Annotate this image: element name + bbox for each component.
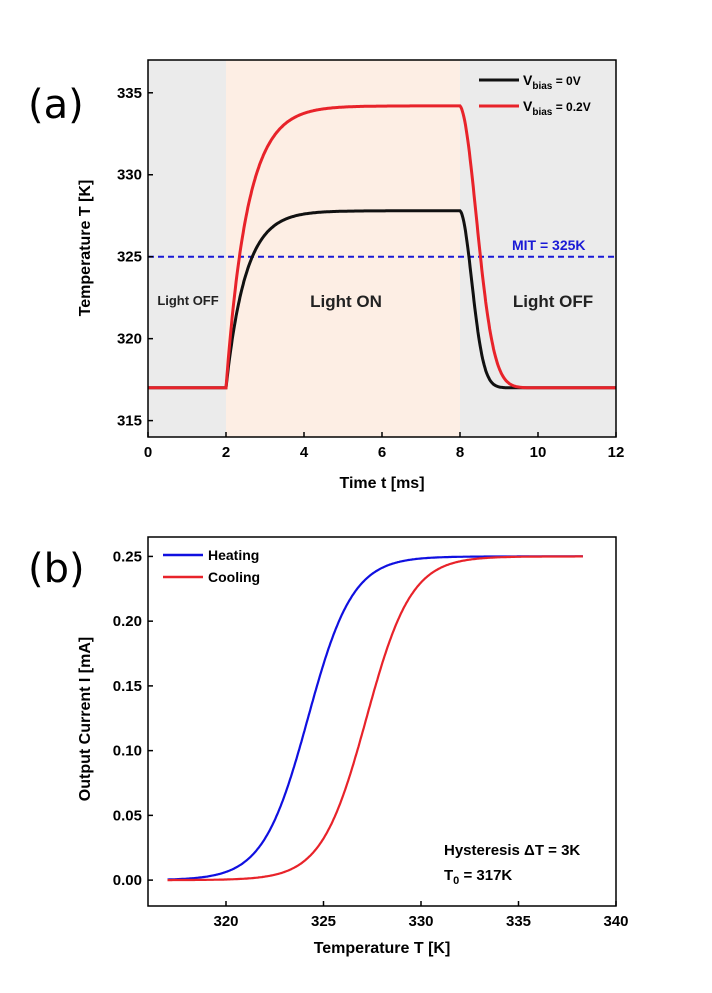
legend-label-0v: Vbias = 0V (523, 72, 581, 92)
xtick-label: 0 (144, 444, 152, 461)
panel-a-ylabel: Temperature T [K] (77, 180, 94, 317)
xtick-label: 330 (408, 913, 433, 930)
ytick-label: 335 (117, 85, 142, 102)
hysteresis-annotation: Hysteresis ΔT = 3K (444, 842, 580, 859)
xtick-label: 335 (506, 913, 531, 930)
xtick-label: 12 (608, 444, 625, 461)
panel-a-xlabel: Time t [ms] (339, 475, 424, 492)
ytick-label: 315 (117, 413, 142, 430)
region-1 (226, 60, 460, 437)
xtick-label: 8 (456, 444, 464, 461)
series-line-cooling (167, 555, 583, 882)
legend-label-cooling: Cooling (208, 569, 260, 585)
xtick-label: 325 (311, 913, 336, 930)
region-label-off-2: Light OFF (513, 292, 593, 311)
legend-label-heating: Heating (208, 547, 259, 563)
ytick-label: 0.00 (113, 872, 142, 889)
mit-label: MIT = 325K (512, 237, 586, 253)
xtick-label: 2 (222, 444, 230, 461)
ytick-label: 0.25 (113, 548, 142, 565)
panel-b-label: (b) (28, 546, 85, 592)
series-line-heating (167, 555, 583, 881)
xtick-label: 340 (603, 913, 628, 930)
ytick-label: 0.10 (113, 743, 142, 760)
ytick-label: 320 (117, 331, 142, 348)
ytick-label: 325 (117, 249, 142, 266)
panel-b-legend: Heating Cooling (163, 547, 260, 585)
ytick-label: 0.20 (113, 613, 142, 630)
panel-a-label: (a) (28, 82, 84, 128)
xtick-label: 4 (300, 444, 309, 461)
t0-annotation: T0 = 317K (444, 867, 512, 887)
ytick-label: 0.05 (113, 807, 142, 824)
legend-label-02v: Vbias = 0.2V (523, 98, 591, 118)
ytick-label: 330 (117, 167, 142, 184)
xtick-label: 6 (378, 444, 386, 461)
panel-b-frame (147, 536, 617, 907)
region-label-off-1: Light OFF (157, 293, 218, 308)
ytick-label: 0.15 (113, 678, 142, 695)
xtick-label: 10 (530, 444, 547, 461)
panel-b-chart: 320 325 330 335 340 0.00 0.05 0.10 0.15 0.20 0.25… (77, 536, 629, 957)
panel-b-xlabel: Temperature T [K] (314, 940, 451, 957)
xtick-label: 320 (213, 913, 238, 930)
region-0 (148, 60, 226, 437)
panel-a-legend: Vbias = 0V Vbias = 0.2V (479, 72, 591, 118)
panel-b-ylabel: Output Current I [mA] (77, 637, 94, 801)
region-label-on: Light ON (310, 292, 382, 311)
series-line-1 (148, 104, 616, 390)
panel-a-chart: 0 2 4 6 8 10 12 315 320 325 330 335 Time t [ms] Te… (77, 59, 625, 492)
